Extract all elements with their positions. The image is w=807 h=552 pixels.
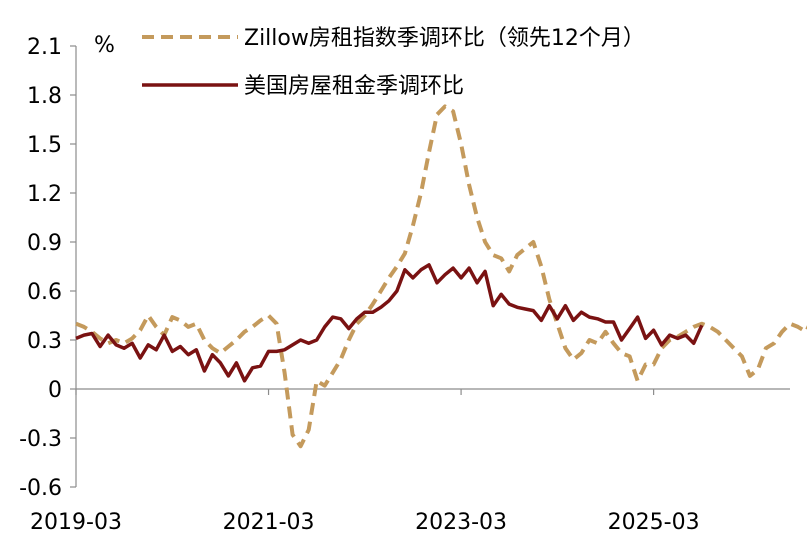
y-unit-label: % [94, 33, 115, 58]
legend-label: 美国房屋租金季调环比 [244, 74, 464, 99]
series-line-us-rent [75, 263, 704, 383]
legend-label: Zillow房租指数季调环比（领先12个月） [244, 26, 645, 51]
series-lines [75, 104, 807, 449]
y-tick-label: 0 [48, 378, 62, 403]
y-tick-label: -0.3 [19, 427, 62, 452]
y-tick-label: -0.6 [19, 476, 62, 501]
y-tick-label: 1.5 [27, 133, 62, 158]
y-tick-label: 2.1 [27, 35, 62, 60]
y-tick-label: 0.9 [27, 231, 62, 256]
y-tick-label: 1.2 [27, 182, 62, 207]
x-tick-label: 2019-03 [30, 510, 122, 535]
series-line-zillow [75, 104, 807, 449]
y-tick-label: 0.6 [27, 280, 62, 305]
legend: Zillow房租指数季调环比（领先12个月） 美国房屋租金季调环比 [142, 26, 645, 99]
x-tick-label: 2023-03 [415, 510, 507, 535]
y-tick-label: 1.8 [27, 84, 62, 109]
x-tick-label: 2025-03 [608, 510, 700, 535]
axes: 2.1 1.8 1.5 1.2 0.9 0.6 0.3 0 -0.3 -0.6 2019-03 202… [19, 35, 790, 535]
x-tick-label: 2021-03 [223, 510, 315, 535]
y-tick-label: 0.3 [27, 329, 62, 354]
